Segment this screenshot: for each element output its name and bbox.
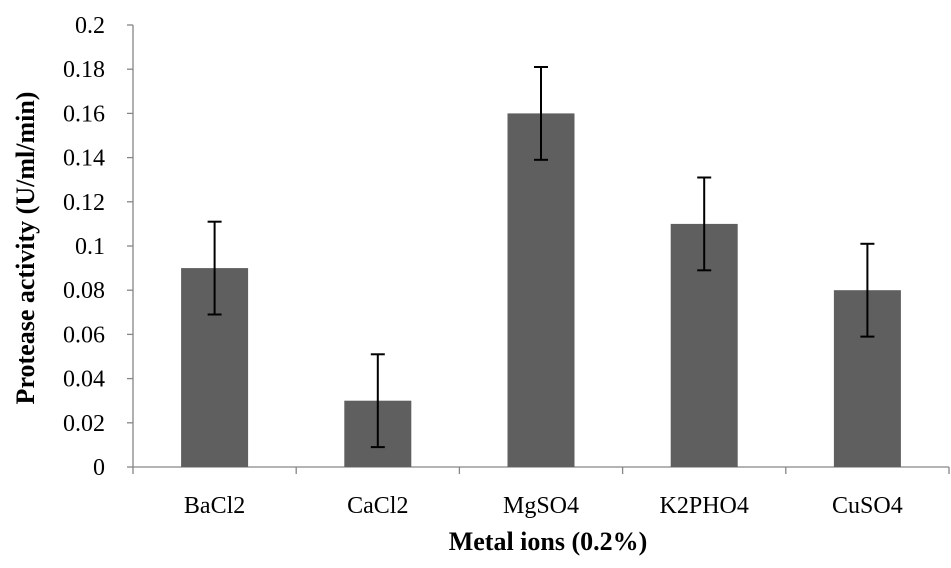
y-tick-label: 0.14 [63, 146, 105, 172]
y-tick-label: 0.2 [75, 13, 105, 39]
y-tick-label: 0.02 [63, 411, 105, 437]
y-tick-label: 0.04 [63, 367, 105, 393]
x-tick-label: MgSO4 [503, 493, 579, 519]
y-tick-label: 0.1 [75, 234, 105, 260]
x-tick-label: CuSO4 [832, 493, 903, 519]
x-axis-title: Metal ions (0.2%) [449, 527, 648, 556]
y-tick-label: 0.12 [63, 190, 105, 216]
x-axis: BaCl2 CaCl2 MgSO4 K2PHO4 CuSO4 [132, 466, 950, 519]
bar [507, 113, 575, 468]
y-axis-title: Protease activity (U/ml/min) [11, 92, 40, 405]
y-tick-label: 0.18 [63, 57, 105, 83]
error-bars [207, 65, 875, 449]
x-tick-label: K2PHO4 [660, 493, 749, 519]
y-tick-label: 0.16 [63, 101, 105, 127]
y-tick-label: 0 [93, 455, 105, 481]
y-tick-label: 0.06 [63, 322, 105, 348]
bars [181, 113, 901, 468]
x-tick-label: CaCl2 [347, 493, 408, 519]
y-axis: 0 0.02 0.04 0.06 0.08 0.1 0.12 0.14 0.16 0.18 0.2 [63, 13, 134, 481]
x-tick-label: BaCl2 [184, 493, 245, 519]
y-tick-label: 0.08 [63, 278, 105, 304]
